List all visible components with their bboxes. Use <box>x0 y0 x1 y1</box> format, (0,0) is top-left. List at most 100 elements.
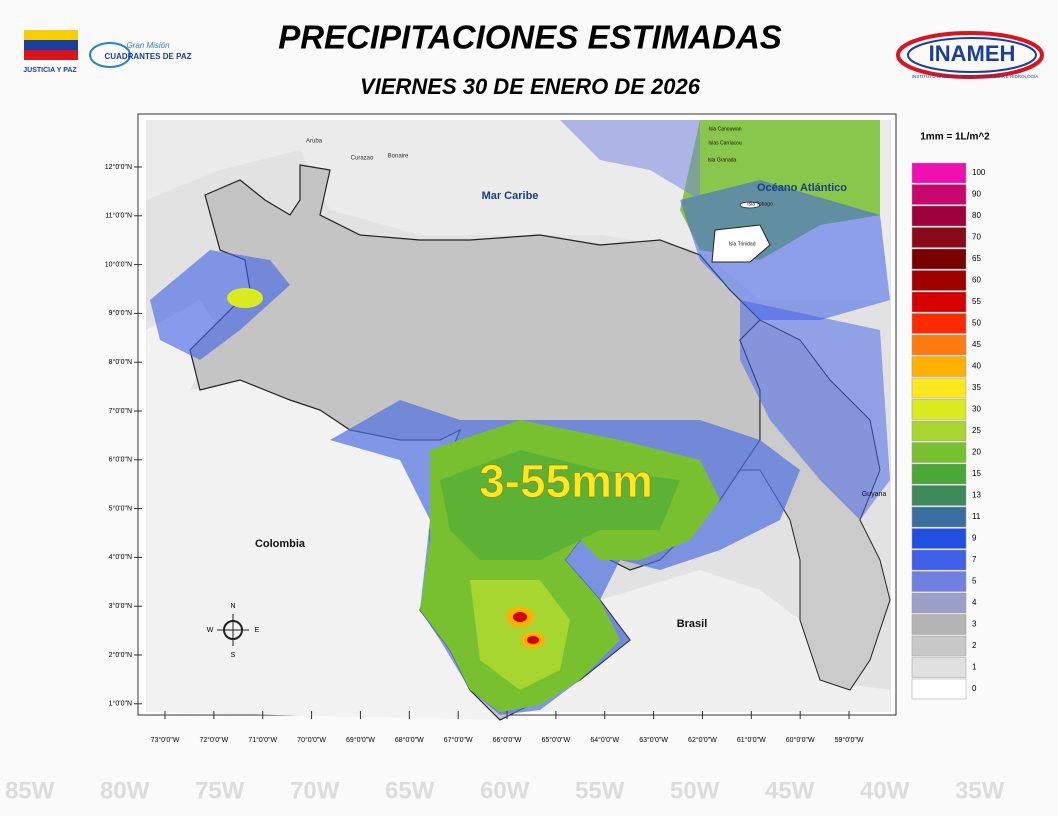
legend-swatch <box>911 399 967 420</box>
legend-swatch <box>911 528 967 549</box>
background-label: 45W <box>765 777 815 804</box>
legend-swatch <box>911 442 967 463</box>
legend-swatch <box>911 184 967 205</box>
legend-label: 20 <box>972 448 981 457</box>
legend-swatch <box>911 592 967 614</box>
lat-tick-label: 2°0'0"N <box>109 651 132 659</box>
legend-swatch <box>911 205 967 227</box>
background-label: 35W <box>955 777 1005 804</box>
compass-label: E <box>255 627 260 634</box>
background-label: 65W <box>385 777 435 804</box>
legend-label: 2 <box>972 641 977 650</box>
lon-tick-label: 68°0'0"W <box>395 736 424 744</box>
background-label: 85W <box>5 777 55 804</box>
background-label: 40W <box>860 777 910 804</box>
lat-tick-label: 4°0'0"N <box>109 553 132 561</box>
lon-tick-label: 62°0'0"W <box>688 736 717 744</box>
inameh-logo: INAMEH <box>929 41 1016 66</box>
lon-tick-label: 70°0'0"W <box>297 736 326 744</box>
legend-label: 9 <box>972 534 977 543</box>
lat-tick-label: 7°0'0"N <box>109 407 132 415</box>
map-label: Curazao <box>351 156 374 162</box>
legend-label: 60 <box>972 276 981 285</box>
lat-tick-label: 8°0'0"N <box>109 358 132 366</box>
lon-tick-label: 73°0'0"W <box>151 736 180 744</box>
background-label: 70W <box>290 777 340 804</box>
legend-label: 55 <box>972 297 981 306</box>
compass-label: S <box>231 652 236 659</box>
map-body <box>146 120 891 721</box>
legend-swatch <box>911 313 967 334</box>
background-label: 50W <box>670 777 720 804</box>
map-labels: Mar Caribe Océano Atlántico Colombia Brasil… <box>255 126 886 630</box>
lat-tick-label: 12°0'0"N <box>105 163 132 171</box>
map-label: Isla Granada <box>708 157 737 163</box>
lat-tick-label: 1°0'0"N <box>109 700 132 708</box>
legend-label: 80 <box>972 211 981 220</box>
map-label: Isla Tobago <box>747 201 773 207</box>
legend-swatch <box>911 463 967 485</box>
inameh-caption: INSTITUTO NACIONAL DE METEOROLOGIA E HID… <box>912 74 1039 79</box>
legend-swatch <box>911 506 967 528</box>
lon-tick-label: 69°0'0"W <box>346 736 375 744</box>
map-label: Brasil <box>677 618 708 630</box>
legend-swatch <box>911 162 967 184</box>
background-label: 75W <box>195 777 245 804</box>
lon-tick-label: 64°0'0"W <box>590 736 619 744</box>
title: PRECIPITACIONES ESTIMADAS <box>278 19 782 56</box>
lon-tick-label: 65°0'0"W <box>541 736 570 744</box>
legend-label: 90 <box>972 190 981 199</box>
lat-tick-label: 9°0'0"N <box>109 309 132 317</box>
legend-label: 13 <box>972 491 981 500</box>
legend-swatch <box>911 334 967 356</box>
legend-label: 45 <box>972 340 981 349</box>
map-label: Guyana <box>862 491 887 498</box>
legend-swatch <box>911 657 967 678</box>
legend-label: 30 <box>972 405 981 414</box>
legend-unit: 1mm = 1L/m^2 <box>920 132 990 143</box>
legend-swatch <box>911 270 967 291</box>
legend-swatch <box>911 678 967 700</box>
legend-swatch <box>911 635 967 657</box>
legend-label: 100 <box>972 168 986 177</box>
legend-label: 65 <box>972 254 981 263</box>
background-labels: 85W 80W 75W 70W 65W 60W 55W 50W 45W 40W 35W <box>5 777 1005 804</box>
legend-label: 5 <box>972 577 977 586</box>
legend-label: 35 <box>972 383 981 392</box>
map-label: Océano Atlántico <box>757 182 847 194</box>
map-label: Aruba <box>306 139 323 145</box>
map-label: Bonaire <box>388 154 409 160</box>
map-label: Mar Caribe <box>482 190 539 202</box>
subtitle: VIERNES 30 DE ENERO DE 2026 <box>360 74 701 99</box>
legend-label: 4 <box>972 598 977 607</box>
legend-swatch <box>911 356 967 377</box>
lat-tick-label: 11°0'0"N <box>105 212 132 220</box>
legend-swatch <box>911 485 967 506</box>
lon-tick-label: 59°0'0"W <box>835 736 864 744</box>
legend-swatch <box>911 377 967 399</box>
background-label: 80W <box>100 777 150 804</box>
compass-label: W <box>207 627 214 634</box>
background-label: 55W <box>575 777 625 804</box>
axis-ticks: 12°0'0"N 11°0'0"N 10°0'0"N 9°0'0"N 8°0'0"N 7°… <box>105 163 864 744</box>
legend-swatch <box>911 248 967 270</box>
map-label: Colombia <box>255 538 306 550</box>
inameh-ring <box>896 31 1044 79</box>
legend-label: 7 <box>972 555 977 564</box>
background-label: 60W <box>480 777 530 804</box>
logo-text: Gran Misión <box>126 41 170 50</box>
compass-label: N <box>230 603 235 610</box>
legend-label: 70 <box>972 233 981 242</box>
map-label: Islas Carriacou <box>708 140 742 146</box>
legend-swatch <box>911 291 967 313</box>
lat-tick-label: 6°0'0"N <box>109 456 132 464</box>
legend-label: 40 <box>972 362 981 371</box>
lon-tick-label: 71°0'0"W <box>248 736 277 744</box>
legend: 1009080706560555045403530252015131197543… <box>911 162 986 700</box>
lon-tick-label: 72°0'0"W <box>199 736 228 744</box>
lon-tick-label: 61°0'0"W <box>737 736 766 744</box>
logo-caption: JUSTICIA Y PAZ <box>23 67 77 74</box>
lon-tick-label: 67°0'0"W <box>444 736 473 744</box>
logo-ring <box>89 42 131 68</box>
